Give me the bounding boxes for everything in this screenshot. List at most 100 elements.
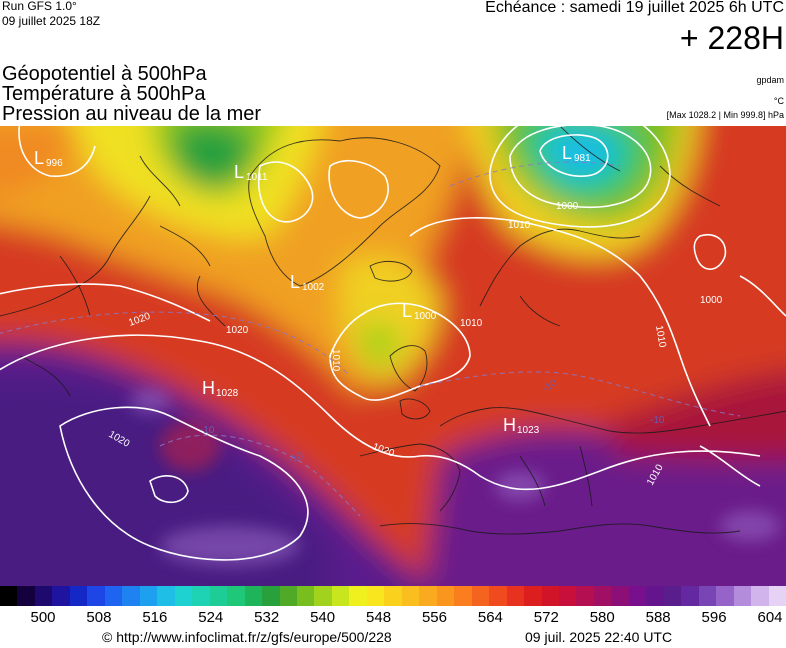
color-swatch (262, 586, 280, 606)
color-swatch (628, 586, 647, 606)
color-swatch (349, 586, 367, 606)
color-swatch (227, 586, 245, 606)
color-scale-label: 500 (30, 609, 56, 626)
low-value: 1000 (414, 311, 437, 322)
low-letter: L (34, 148, 44, 168)
lead-time: + 228H (679, 20, 784, 56)
temperature-label: -10 (200, 425, 215, 436)
low-pressure-center: L 1002 (290, 272, 325, 293)
color-swatch (524, 586, 542, 606)
low-pressure-center: L 1011 (234, 162, 268, 183)
run-date: 09 juillet 2025 18Z (2, 14, 101, 28)
title-geopotential: Géopotentiel à 500hPa (2, 63, 207, 85)
unit-celsius: °C (773, 96, 784, 106)
isobars (0, 126, 786, 561)
footer-source-url[interactable]: © http://www.infoclimat.fr/z/gfs/europe/… (102, 629, 392, 645)
high-pressure-center: H 1028 (202, 378, 239, 399)
color-scale-label: 524 (198, 609, 224, 626)
low-letter: L (402, 301, 412, 321)
pressure-centers: L 996 L 1011 L 981 L 1002 L 1000 H 1028 (34, 143, 591, 436)
isobar-label: 1010 (330, 349, 341, 372)
color-swatch (401, 586, 420, 606)
color-scale-label: 516 (142, 609, 168, 626)
low-pressure-center: L 996 (34, 148, 63, 169)
high-letter: H (503, 415, 516, 435)
color-swatch (174, 586, 193, 606)
color-scale-label: 532 (254, 609, 280, 626)
color-swatch (698, 586, 717, 606)
color-swatch (559, 586, 577, 606)
color-swatch (681, 586, 699, 606)
high-pressure-center: H 1023 (503, 415, 540, 436)
color-swatch (576, 586, 594, 606)
color-swatch (436, 586, 455, 606)
temperature-label: -10 (287, 450, 305, 465)
coastlines (0, 126, 786, 535)
run-label: Run GFS 1.0° (2, 0, 77, 13)
low-value: 996 (46, 158, 63, 169)
color-swatch (279, 586, 297, 606)
color-swatch (17, 586, 35, 606)
color-swatch (157, 586, 175, 606)
color-scale-label: 508 (86, 609, 112, 626)
color-swatch (663, 586, 682, 606)
color-scale-label: 564 (477, 609, 503, 626)
title-pressure: Pression au niveau de la mer (2, 103, 262, 125)
isobar-label: 1010 (508, 220, 531, 231)
isobar-label: 1020 (226, 325, 249, 336)
color-swatch (104, 586, 123, 606)
temperature-label: -10 (650, 415, 665, 426)
color-swatch (87, 586, 105, 606)
low-letter: L (290, 272, 300, 292)
color-swatch (192, 586, 210, 606)
color-swatch (506, 586, 525, 606)
temperature-isotherms (0, 161, 741, 517)
color-scale-labels: 500 508 516 524 532 540 548 556 564 572 580 588 596 6… (0, 610, 786, 628)
color-swatch (768, 586, 786, 606)
unit-pressure-range: [Max 1028.2 | Min 999.8] hPa (666, 110, 784, 120)
color-swatch (296, 586, 315, 606)
low-value: 1002 (302, 282, 325, 293)
weather-map: L 996 L 1011 L 981 L 1002 L 1000 H 1028 (0, 126, 786, 586)
color-swatch (541, 586, 559, 606)
color-swatch (419, 586, 437, 606)
color-swatch (611, 586, 629, 606)
low-pressure-center: L 1000 (402, 301, 437, 322)
color-swatch (384, 586, 402, 606)
low-value: 1011 (246, 172, 268, 183)
color-swatch (209, 586, 228, 606)
low-value: 981 (574, 153, 591, 164)
color-scale (0, 586, 786, 606)
color-scale-label: 548 (366, 609, 392, 626)
low-pressure-center: L 981 (562, 143, 591, 164)
isobar-label: 1010 (653, 325, 668, 349)
color-scale-label: 540 (310, 609, 336, 626)
color-swatch (244, 586, 263, 606)
color-swatch (331, 586, 350, 606)
valid-time-label: Echéance : samedi 19 juillet 2025 6h UTC (485, 0, 784, 16)
low-letter: L (234, 162, 244, 182)
color-swatch (716, 586, 734, 606)
color-scale-label: 596 (701, 609, 727, 626)
isobar-label: 1000 (556, 201, 579, 212)
isobar-label: 1010 (460, 318, 483, 329)
color-scale-label: 556 (421, 609, 447, 626)
isobar-label: 1000 (700, 295, 723, 306)
color-swatch (139, 586, 158, 606)
color-swatch (52, 586, 70, 606)
color-swatch (69, 586, 88, 606)
footer-timestamp: 09 juil. 2025 22:40 UTC (525, 629, 673, 645)
color-swatch (122, 586, 140, 606)
low-letter: L (562, 143, 572, 163)
color-swatch (751, 586, 769, 606)
high-value: 1023 (517, 425, 540, 436)
color-swatch (0, 586, 18, 606)
title-temperature: Température à 500hPa (2, 83, 206, 105)
high-value: 1028 (216, 388, 239, 399)
color-swatch (366, 586, 385, 606)
color-swatch (471, 586, 490, 606)
weather-map-canvas: L 996 L 1011 L 981 L 1002 L 1000 H 1028 (0, 126, 786, 586)
color-scale-label: 604 (757, 609, 783, 626)
color-scale-label: 580 (589, 609, 615, 626)
color-swatch (454, 586, 472, 606)
